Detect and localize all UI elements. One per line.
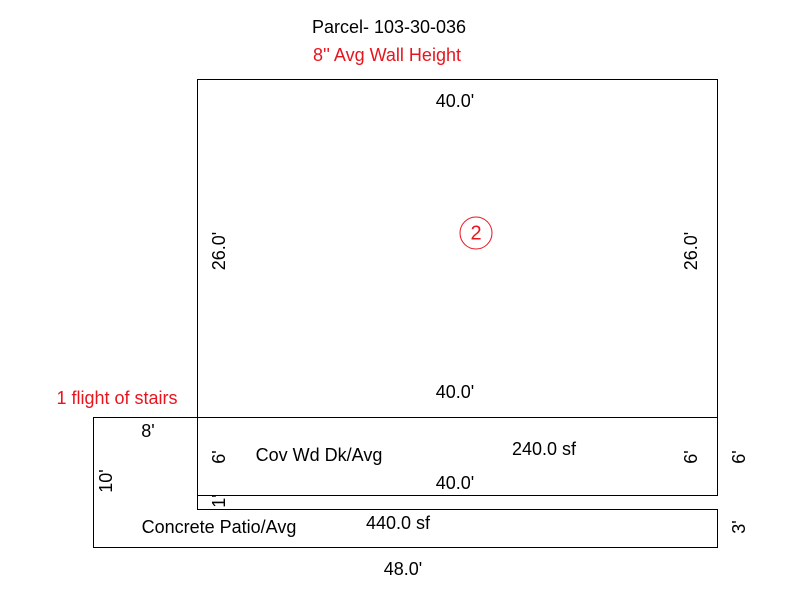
subtitle: 8'' Avg Wall Height xyxy=(313,45,461,65)
area-size: 440.0 sf xyxy=(366,513,431,533)
dimension: 26.0' xyxy=(209,232,229,270)
dimension: 8' xyxy=(141,421,154,441)
note: 1 flight of stairs xyxy=(56,388,177,408)
area-label: 2 xyxy=(470,222,481,244)
area-marker xyxy=(459,216,493,250)
dimension: 1' xyxy=(209,494,229,507)
dimension: 40.0' xyxy=(436,91,474,111)
dimension: 26.0' xyxy=(681,232,701,270)
dimension: 48.0' xyxy=(384,559,422,579)
area-name: Concrete Patio/Avg xyxy=(142,517,297,537)
area-size: 240.0 sf xyxy=(512,439,577,459)
dimension: 6' xyxy=(209,450,229,463)
dimension: 10' xyxy=(96,469,116,492)
dimension: 40.0' xyxy=(436,382,474,402)
dimension: 6' xyxy=(681,450,701,463)
dimension: 6' xyxy=(729,450,749,463)
deck xyxy=(197,417,718,496)
dimension: 3' xyxy=(729,520,749,533)
area-name: Cov Wd Dk/Avg xyxy=(256,445,383,465)
stairs-patio-outline xyxy=(93,417,718,548)
dimension: 40.0' xyxy=(436,473,474,493)
title: Parcel- 103-30-036 xyxy=(312,17,466,37)
